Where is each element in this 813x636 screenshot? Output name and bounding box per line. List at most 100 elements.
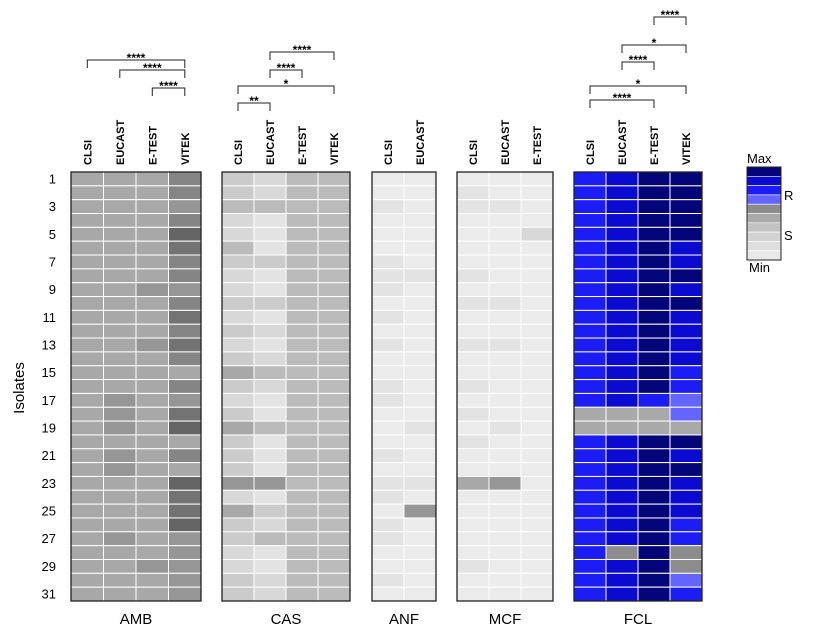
cell-amb-eucast-isolate-4: [103, 213, 137, 228]
cell-anf-eucast-isolate-29: [403, 558, 437, 574]
bracket-line: [621, 61, 655, 70]
cell-amb-vitek-isolate-1: [168, 171, 202, 187]
column-label-mcf-clsi: CLSI: [468, 140, 480, 165]
cell-fcl-eucast-isolate-11: [605, 309, 639, 325]
cell-mcf-e-test-isolate-6: [520, 240, 554, 256]
cell-anf-eucast-isolate-18: [403, 406, 437, 422]
cell-mcf-clsi-isolate-20: [456, 434, 490, 450]
legend-step-9: [746, 176, 782, 186]
cell-fcl-clsi-isolate-28: [573, 545, 607, 560]
y-axis-label: Isolates: [11, 362, 28, 414]
cell-cas-eucast-isolate-21: [253, 448, 287, 464]
panel-anf-cells: [371, 171, 437, 602]
panel-fcl-frame: [573, 171, 703, 602]
cell-fcl-vitek-isolate-6: [669, 240, 703, 256]
cell-fcl-eucast-isolate-17: [605, 392, 639, 408]
cell-cas-eucast-isolate-25: [253, 503, 287, 519]
cell-fcl-eucast-isolate-21: [605, 448, 639, 464]
legend-min-label: Min: [749, 260, 770, 275]
cell-anf-eucast-isolate-28: [403, 545, 437, 560]
cell-cas-clsi-isolate-24: [221, 489, 255, 505]
cell-mcf-clsi-isolate-4: [456, 213, 490, 228]
cell-anf-clsi-isolate-22: [371, 462, 405, 477]
cell-cas-clsi-isolate-12: [221, 323, 255, 339]
cell-amb-e-test-isolate-21: [135, 448, 169, 464]
row-tick-label-11: 11: [43, 310, 57, 325]
row-tick-label-5: 5: [49, 227, 56, 242]
cell-mcf-e-test-isolate-10: [520, 296, 554, 311]
cell-mcf-eucast-isolate-23: [488, 475, 522, 491]
cell-fcl-vitek-isolate-18: [669, 406, 703, 422]
cell-fcl-eucast-isolate-27: [605, 531, 639, 547]
cell-cas-e-test-isolate-4: [285, 213, 319, 228]
row-tick-label-9: 9: [49, 282, 56, 297]
cell-amb-clsi-isolate-7: [70, 254, 104, 270]
cell-cas-clsi-isolate-19: [221, 420, 255, 436]
cell-anf-clsi-isolate-4: [371, 213, 405, 228]
significance-label: ****: [143, 61, 162, 75]
cell-cas-clsi-isolate-21: [221, 448, 255, 464]
cell-mcf-eucast-isolate-18: [488, 406, 522, 422]
cell-cas-eucast-isolate-8: [253, 268, 287, 284]
cell-cas-eucast-isolate-10: [253, 296, 287, 311]
panel-amb-cells: [70, 171, 202, 602]
cell-anf-clsi-isolate-18: [371, 406, 405, 422]
cell-amb-clsi-isolate-13: [70, 337, 104, 353]
cell-cas-eucast-isolate-4: [253, 213, 287, 228]
cell-amb-clsi-isolate-24: [70, 489, 104, 505]
cell-amb-e-test-isolate-29: [135, 558, 169, 574]
cell-amb-eucast-isolate-27: [103, 531, 137, 547]
cell-cas-e-test-isolate-7: [285, 254, 319, 270]
cell-fcl-vitek-isolate-27: [669, 531, 703, 547]
row-tick-label-19: 19: [42, 421, 56, 436]
row-tick-label-27: 27: [42, 531, 56, 546]
cell-fcl-clsi-isolate-9: [573, 282, 607, 298]
cell-amb-clsi-isolate-2: [70, 185, 104, 201]
cell-amb-eucast-isolate-16: [103, 379, 137, 394]
cell-anf-clsi-isolate-20: [371, 434, 405, 450]
bracket-amb-eucast-vs-vitek: ****: [119, 61, 186, 78]
cell-cas-eucast-isolate-6: [253, 240, 287, 256]
cell-fcl-vitek-isolate-1: [669, 171, 703, 187]
significance-label: ****: [159, 79, 178, 93]
cell-fcl-e-test-isolate-25: [637, 503, 671, 519]
row-tick-label-3: 3: [49, 199, 56, 214]
legend-s-label: S: [784, 228, 793, 243]
cell-cas-eucast-isolate-1: [253, 171, 287, 187]
column-label-fcl-e-test: E-TEST: [649, 126, 661, 165]
cell-amb-e-test-isolate-3: [135, 199, 169, 215]
cell-cas-eucast-isolate-17: [253, 392, 287, 408]
cell-anf-clsi-isolate-19: [371, 420, 405, 436]
cell-fcl-e-test-isolate-26: [637, 517, 671, 533]
color-legend: Max R S Min: [746, 151, 793, 275]
cell-cas-clsi-isolate-26: [221, 517, 255, 533]
cell-amb-vitek-isolate-18: [168, 406, 202, 422]
cell-fcl-vitek-isolate-4: [669, 213, 703, 228]
cell-anf-clsi-isolate-15: [371, 365, 405, 381]
cell-fcl-e-test-isolate-7: [637, 254, 671, 270]
cell-cas-clsi-isolate-13: [221, 337, 255, 353]
cell-amb-clsi-isolate-22: [70, 462, 104, 477]
cell-amb-eucast-isolate-12: [103, 323, 137, 339]
legend-max-label: Max: [747, 151, 772, 166]
cell-amb-vitek-isolate-26: [168, 517, 202, 533]
bracket-cas-eucast-vs-e-test: ****: [269, 61, 303, 78]
cell-amb-vitek-isolate-20: [168, 434, 202, 450]
cell-amb-e-test-isolate-13: [135, 337, 169, 353]
cell-mcf-eucast-isolate-1: [488, 171, 522, 187]
cell-fcl-e-test-isolate-5: [637, 226, 671, 242]
cell-amb-vitek-isolate-2: [168, 185, 202, 201]
cell-mcf-clsi-isolate-14: [456, 351, 490, 367]
cell-mcf-eucast-isolate-29: [488, 558, 522, 574]
cell-mcf-clsi-isolate-2: [456, 185, 490, 201]
bracket-fcl-e-test-vs-vitek: ****: [653, 8, 687, 25]
cell-fcl-clsi-isolate-19: [573, 420, 607, 436]
cell-amb-vitek-isolate-8: [168, 268, 202, 284]
cell-cas-e-test-isolate-5: [285, 226, 319, 242]
cell-mcf-e-test-isolate-9: [520, 282, 554, 298]
cell-mcf-clsi-isolate-6: [456, 240, 490, 256]
cell-fcl-clsi-isolate-22: [573, 462, 607, 477]
significance-label: ****: [661, 8, 680, 22]
cell-fcl-e-test-isolate-15: [637, 365, 671, 381]
cell-mcf-eucast-isolate-11: [488, 309, 522, 325]
